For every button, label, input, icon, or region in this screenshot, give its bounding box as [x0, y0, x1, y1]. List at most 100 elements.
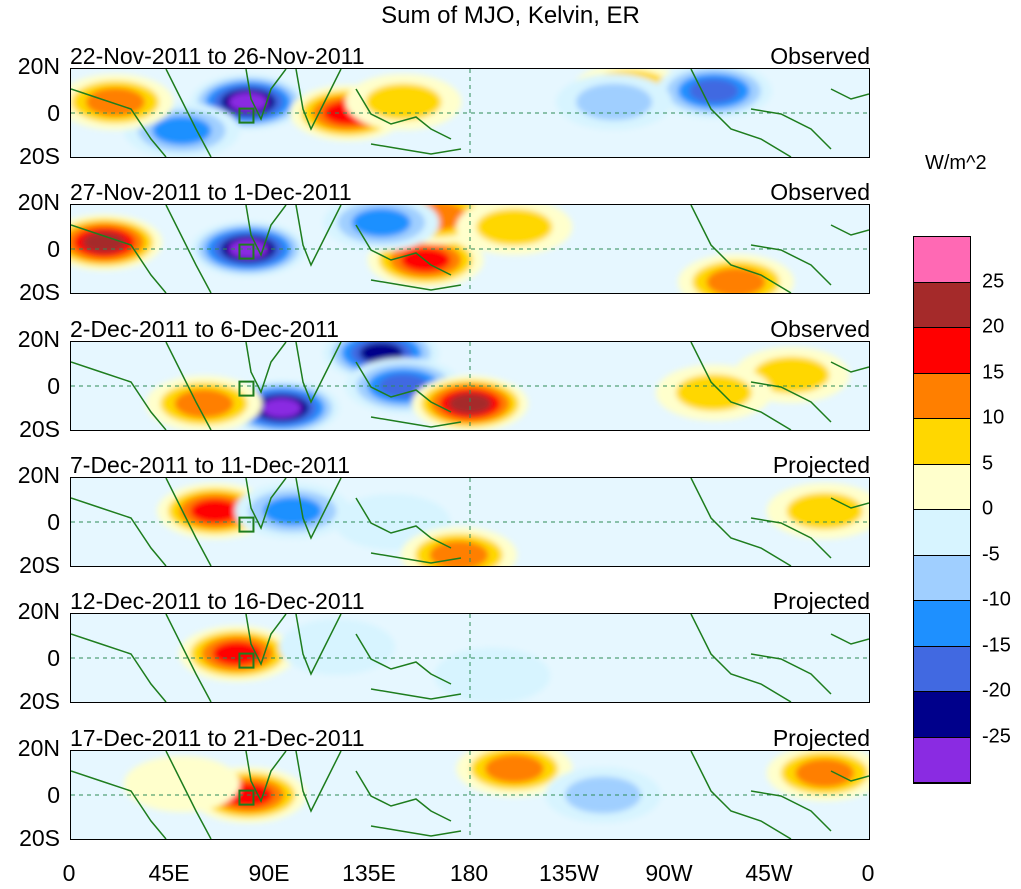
region-box	[238, 380, 255, 397]
anomaly-contour	[85, 87, 145, 117]
lon-label: 45W	[745, 860, 793, 886]
coastline	[245, 478, 287, 530]
colorbar-swatch	[914, 328, 970, 374]
anomaly-map	[71, 614, 869, 702]
anomaly-contour	[359, 342, 403, 364]
coastline	[830, 497, 869, 509]
colorbar-swatch	[914, 237, 970, 283]
anomaly-contour	[174, 389, 234, 418]
coastline	[165, 751, 212, 839]
panel-status: Observed	[770, 43, 870, 69]
anomaly-contour	[753, 356, 830, 394]
coastline	[690, 614, 792, 702]
colorbar-label: 25	[982, 270, 1005, 292]
coastline	[750, 653, 832, 695]
coastline	[245, 69, 287, 121]
map-area	[70, 613, 870, 703]
lat-label: 20N	[17, 53, 60, 79]
coastline	[71, 88, 167, 157]
coastline	[690, 478, 792, 566]
map-panel: 22-Nov-2011 to 26-Nov-2011 Observed 20N 0 20…	[0, 44, 900, 180]
lon-label: 90W	[645, 860, 693, 886]
coastline	[165, 342, 212, 430]
colorbar-swatch	[914, 555, 970, 601]
region-box	[238, 243, 255, 260]
anomaly-map	[71, 205, 869, 293]
coastline	[295, 478, 342, 540]
lon-label: 135E	[342, 860, 396, 886]
anomaly-contour	[795, 758, 855, 788]
anomaly-contour	[152, 116, 212, 145]
colorbar-label: -20	[982, 679, 1011, 702]
colorbar-label: -25	[982, 725, 1011, 747]
lat-label: 0	[47, 645, 60, 671]
anomaly-contour	[365, 83, 442, 121]
coastline	[355, 633, 452, 685]
colorbar-label: 10	[982, 406, 1005, 429]
panel-status: Projected	[772, 725, 870, 751]
anomaly-contour	[190, 499, 240, 523]
figure-title: Sum of MJO, Kelvin, ER	[381, 2, 640, 29]
lat-label: 20N	[17, 189, 60, 215]
colorbar-swatch	[914, 601, 970, 647]
lon-label: 90E	[248, 860, 290, 886]
anomaly-contour	[689, 79, 739, 103]
panel-status: Projected	[772, 588, 870, 614]
region-box	[238, 652, 255, 669]
anomaly-contour	[279, 619, 395, 675]
coastline	[370, 279, 462, 291]
colorbar-label: 0	[982, 497, 994, 520]
coastline	[355, 770, 452, 822]
lat-label: 0	[47, 509, 60, 535]
map-panel: 2-Dec-2011 to 6-Dec-2011 Observed 20N 0 20S	[0, 317, 900, 453]
map-area	[70, 750, 870, 840]
coastline	[830, 361, 869, 373]
region-box	[238, 107, 255, 124]
coastline	[750, 381, 832, 423]
colorbar-label: 5	[982, 452, 994, 474]
anomaly-contour	[476, 208, 553, 246]
lat-label: 20N	[17, 462, 60, 488]
colorbar-label: -10	[982, 588, 1011, 611]
coastline	[295, 342, 342, 404]
map-panel: 17-Dec-2011 to 21-Dec-2011 Projected 20N 0 2…	[0, 726, 900, 862]
coastline	[830, 770, 869, 782]
coastline	[750, 244, 832, 286]
colorbar-units: W/m^2	[925, 152, 987, 174]
coastline	[690, 69, 792, 157]
colorbar-swatch	[914, 419, 970, 465]
anomaly-map	[71, 69, 869, 157]
coastline	[165, 614, 212, 702]
coastline	[370, 143, 462, 155]
region-box	[238, 789, 255, 806]
coastline	[71, 361, 167, 430]
anomaly-contour	[675, 374, 752, 411]
lon-label: 180	[449, 860, 489, 886]
coastline	[71, 770, 167, 839]
coastline	[750, 517, 832, 559]
lon-label: 0	[861, 860, 875, 886]
map-area	[70, 68, 870, 158]
anomaly-map	[71, 478, 869, 566]
panel-date: 22-Nov-2011 to 26-Nov-2011	[70, 43, 365, 69]
coastline	[355, 224, 452, 276]
colorbar-label: -5	[982, 543, 1000, 565]
anomaly-contour	[378, 374, 429, 398]
coastline	[830, 88, 869, 100]
coastline	[690, 751, 792, 839]
coastline	[71, 497, 167, 566]
map-area	[70, 477, 870, 567]
coastline	[295, 69, 342, 131]
anomaly-map	[71, 342, 869, 430]
colorbar-swatch	[914, 282, 970, 328]
panel-date: 7-Dec-2011 to 11-Dec-2011	[70, 452, 350, 478]
coastline	[165, 205, 212, 293]
anomaly-contour	[429, 540, 489, 566]
coastline	[245, 342, 287, 394]
coastline	[245, 614, 287, 666]
colorbar-swatch	[914, 737, 970, 783]
lat-label: 0	[47, 782, 60, 808]
colorbar-label: 15	[982, 361, 1005, 383]
panel-date: 2-Dec-2011 to 6-Dec-2011	[70, 316, 339, 342]
map-area	[70, 341, 870, 431]
